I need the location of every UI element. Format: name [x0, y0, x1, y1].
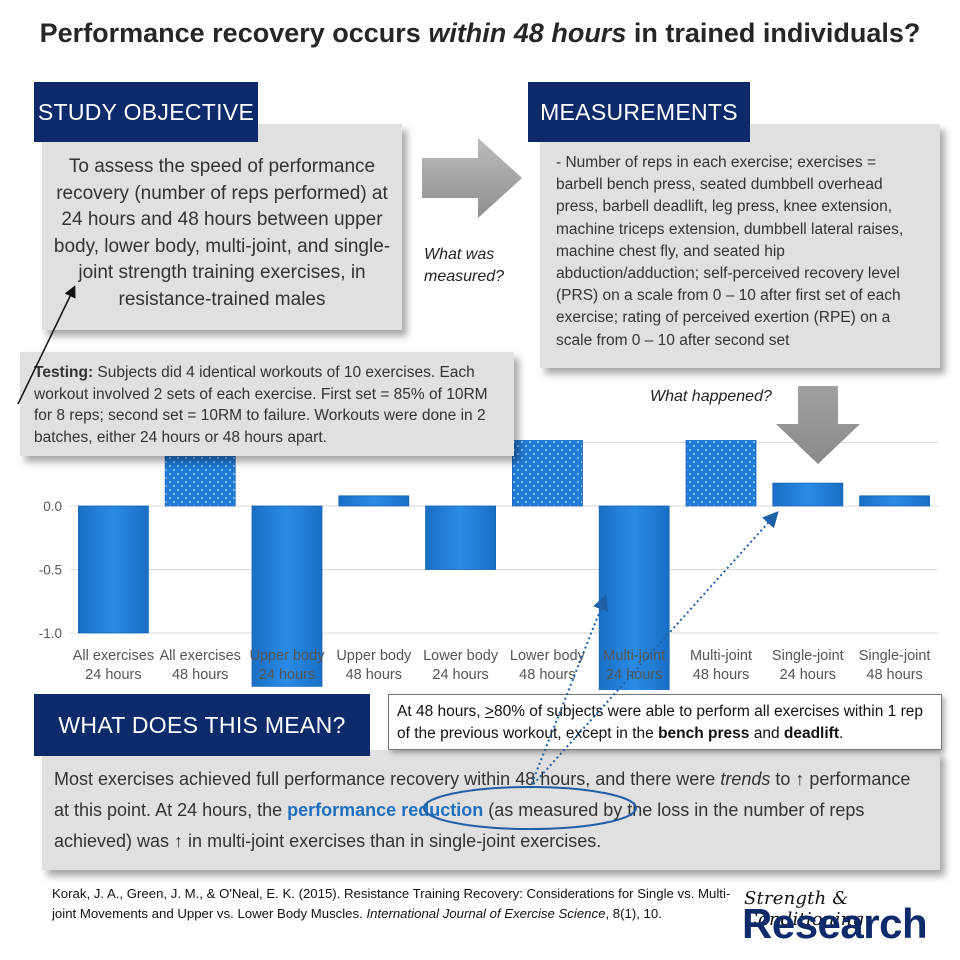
x-category-label: 48 hours — [346, 667, 402, 683]
y-tick-label: 0.0 — [43, 499, 62, 514]
reference-part: , 8(1), 10. — [605, 906, 662, 921]
callout-box: At 48 hours, >80% of subjects were able … — [388, 694, 942, 750]
objective-heading: STUDY OBJECTIVE — [34, 82, 258, 142]
reference-journal: International Journal of Exercise Scienc… — [366, 906, 606, 921]
bar — [425, 505, 497, 570]
x-category-label: Upper body — [336, 648, 412, 664]
x-category-label: 48 hours — [172, 667, 228, 683]
testing-panel: Testing: Subjects did 4 identical workou… — [20, 352, 514, 456]
measurements-panel: - Number of reps in each exercise; exerc… — [540, 124, 940, 368]
x-category-label: 24 hours — [259, 667, 315, 683]
meaning-part: to ↑ performance at this point. At 24 ho… — [54, 769, 911, 820]
measurements-text: - Number of reps in each exercise; exerc… — [556, 154, 904, 349]
bar — [251, 505, 323, 687]
callout-part: and — [749, 724, 784, 742]
callout-ge-symbol: > — [484, 703, 494, 720]
testing-text: Subjects did 4 identical workouts of 10 … — [34, 364, 488, 446]
what-happened-note: What happened? — [650, 388, 772, 405]
chart-x-labels: All exercises 24 hours All exercises 48 hou… — [73, 648, 931, 683]
x-category-label: 48 hours — [866, 667, 922, 683]
bar — [512, 440, 583, 507]
reference-citation: Korak, J. A., Green, J. M., & O'Neal, E.… — [52, 884, 732, 924]
title-text-end: in trained individuals? — [626, 18, 921, 48]
down-arrow-icon — [776, 386, 860, 464]
what-measured-note: What was measured? — [424, 244, 504, 288]
meaning-trends: trends — [720, 769, 771, 789]
reference-part: Korak, J. A., Green, J. M., & O'Neal, E.… — [52, 886, 731, 921]
x-category-label: All exercises — [73, 648, 154, 664]
callout-deadlift: deadlift — [783, 724, 839, 742]
meaning-heading: WHAT DOES THIS MEAN? — [34, 694, 370, 756]
bar — [78, 505, 149, 634]
x-category-label: Single-joint — [859, 648, 931, 664]
bar — [772, 482, 844, 507]
callout-part: . — [839, 724, 844, 742]
bar — [685, 440, 757, 507]
bar — [164, 452, 236, 507]
title-emphasis: within 48 hours — [428, 18, 627, 48]
x-category-label: 24 hours — [85, 667, 141, 683]
x-category-label: Single-joint — [772, 648, 844, 664]
meaning-panel: Most exercises achieved full performance… — [42, 750, 940, 870]
x-category-label: 24 hours — [432, 667, 488, 683]
x-category-label: Multi-joint — [603, 648, 665, 664]
logo-tagline: Strength & Conditioning — [744, 888, 865, 930]
x-category-label: 48 hours — [519, 667, 575, 683]
objective-panel: To assess the speed of performance recov… — [42, 124, 402, 330]
x-category-label: 24 hours — [780, 667, 836, 683]
callout-part: At 48 hours, — [397, 703, 485, 720]
bar — [338, 495, 410, 507]
title-text: Performance recovery occurs — [39, 18, 429, 48]
right-arrow-icon — [422, 138, 522, 218]
bar — [859, 495, 930, 507]
y-tick-label: -0.5 — [39, 563, 62, 578]
y-tick-label: -1.5 — [39, 690, 62, 691]
y-tick-label: -1.0 — [39, 626, 62, 641]
x-category-label: All exercises — [160, 648, 241, 664]
x-category-label: 24 hours — [606, 667, 662, 683]
logo-wordmark: Research — [742, 900, 928, 947]
testing-label: Testing: — [34, 364, 94, 381]
x-category-label: Lower body — [423, 648, 499, 664]
objective-text: To assess the speed of performance recov… — [53, 156, 391, 310]
what-measured-line2: measured? — [424, 268, 505, 285]
x-category-label: Multi-joint — [690, 648, 752, 664]
chart-y-ticks: -2.0-1.5-1.0-0.50.00.5 — [39, 440, 62, 690]
callout-bench-press: bench press — [658, 724, 750, 742]
x-category-label: 48 hours — [693, 667, 749, 683]
x-category-label: Upper body — [250, 648, 326, 664]
page-title: Performance recovery occurs within 48 ho… — [0, 18, 960, 49]
meaning-part: Most exercises achieved full performance… — [54, 769, 721, 789]
measurements-heading: MEASUREMENTS — [528, 82, 750, 142]
performance-reduction-highlight: performance reduction — [287, 800, 484, 820]
x-category-label: Lower body — [510, 648, 586, 664]
meaning-text: Most exercises achieved full performance… — [54, 764, 930, 857]
what-measured-line1: What was — [424, 246, 495, 263]
